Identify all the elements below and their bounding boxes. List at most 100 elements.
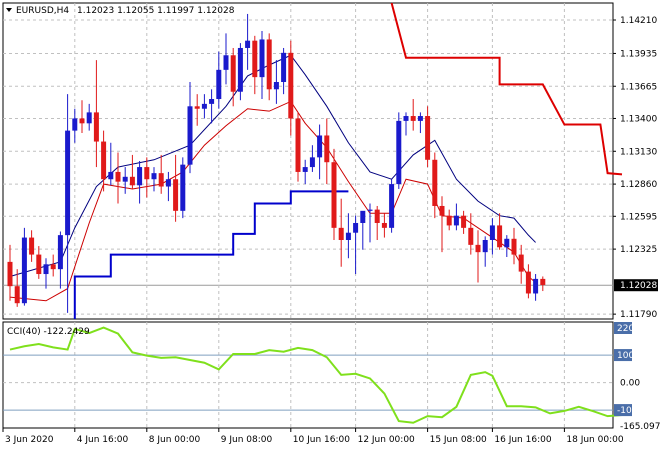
candle xyxy=(540,276,546,292)
candle xyxy=(533,274,539,301)
candle-body xyxy=(511,238,517,255)
candle-body xyxy=(432,159,438,206)
candle xyxy=(115,152,121,204)
candle-body xyxy=(86,112,92,124)
cci-tick-label: 0.00 xyxy=(620,379,640,389)
candle-body xyxy=(259,39,265,78)
resistance-trailing-stop-line xyxy=(390,2,623,176)
candle xyxy=(129,154,135,189)
price-tick-label: 1.13935 xyxy=(620,49,657,59)
price-panel[interactable] xyxy=(2,2,614,429)
candle xyxy=(230,47,236,107)
candle xyxy=(29,230,35,262)
candle xyxy=(79,100,85,134)
candle-body xyxy=(209,99,215,104)
candle xyxy=(396,112,402,189)
candle xyxy=(201,94,207,119)
candle xyxy=(259,30,265,100)
time-tick-label: 10 Jun 16:00 xyxy=(293,435,350,445)
candle-body xyxy=(489,225,495,240)
candle-body xyxy=(187,106,193,165)
time-tick-label: 8 Jun 00:00 xyxy=(149,435,201,445)
candle-body xyxy=(461,215,467,228)
candle-body xyxy=(29,237,35,255)
candle xyxy=(338,198,344,267)
candle-body xyxy=(101,141,107,180)
candle xyxy=(252,35,258,95)
candle xyxy=(432,152,438,219)
candle xyxy=(345,213,351,259)
price-tick-label: 1.12325 xyxy=(620,245,657,255)
cci-panel-frame xyxy=(2,321,614,429)
candle xyxy=(101,130,107,192)
cci-tick-label: -165.0978 xyxy=(620,422,660,432)
time-tick-label: 15 Jun 08:00 xyxy=(430,435,487,445)
candle xyxy=(93,60,99,168)
candle xyxy=(324,118,330,185)
price-tick-label: 1.14210 xyxy=(620,16,657,26)
price-panel-frame xyxy=(2,2,614,320)
candle-body xyxy=(367,209,373,211)
candle-body xyxy=(201,103,207,109)
candle-body xyxy=(540,278,546,285)
candle-body xyxy=(281,52,287,82)
cci-label: CCI(40) -122.2429 xyxy=(7,327,90,337)
candle xyxy=(360,210,366,250)
candle xyxy=(439,196,445,253)
cci-level-box xyxy=(614,322,632,334)
candle-body xyxy=(79,118,85,124)
candle-body xyxy=(14,286,20,304)
candle xyxy=(461,210,467,234)
candle-body xyxy=(374,209,380,223)
time-tick-label: 4 Jun 16:00 xyxy=(77,435,129,445)
candle xyxy=(367,203,373,243)
candle-body xyxy=(43,264,49,275)
candle-body xyxy=(295,118,301,172)
candle xyxy=(453,203,459,231)
ohlc-values: 1.12023 1.12055 1.11997 1.12028 xyxy=(77,6,235,16)
candle-body xyxy=(151,173,157,180)
candle xyxy=(173,154,179,222)
price-tick-label: 1.13130 xyxy=(620,147,657,157)
candle-body xyxy=(65,130,71,236)
candle-body xyxy=(288,52,294,119)
candle xyxy=(302,159,308,185)
candle xyxy=(187,82,193,174)
candle-body xyxy=(439,205,445,216)
candle-body xyxy=(497,225,503,248)
candle xyxy=(122,167,128,194)
candle xyxy=(381,213,387,238)
support-trailing-stop-line xyxy=(73,190,349,319)
candle-body xyxy=(93,112,99,142)
time-tick-label: 16 Jun 16:00 xyxy=(494,435,551,445)
candles xyxy=(7,13,546,313)
candle-body xyxy=(180,164,186,211)
candle xyxy=(158,154,164,194)
candle-body xyxy=(165,179,171,187)
time-tick-label: 3 Jun 2020 xyxy=(5,435,54,445)
candle xyxy=(374,205,380,240)
candle-body xyxy=(309,157,315,168)
trailing-stop-lines xyxy=(73,2,623,319)
candle-body xyxy=(302,167,308,172)
candle-body xyxy=(216,69,222,100)
candle xyxy=(511,227,517,265)
chevron-down-icon[interactable] xyxy=(6,8,12,12)
cci-grid xyxy=(3,322,613,428)
candle xyxy=(331,148,337,240)
candle-body xyxy=(381,222,387,228)
candle-body xyxy=(518,254,524,272)
candle xyxy=(266,33,272,101)
candle-body xyxy=(7,261,13,287)
candle-body xyxy=(317,135,323,158)
candle xyxy=(475,230,481,283)
candle-body xyxy=(403,116,409,121)
axis-labels: 1.14210 1.13935 1.13665 1.13400 1.13130 1.128… xyxy=(2,16,660,445)
candle-body xyxy=(21,237,27,304)
candle xyxy=(317,124,323,180)
candle xyxy=(86,103,92,131)
candle xyxy=(144,157,150,198)
candle-body xyxy=(122,176,128,182)
